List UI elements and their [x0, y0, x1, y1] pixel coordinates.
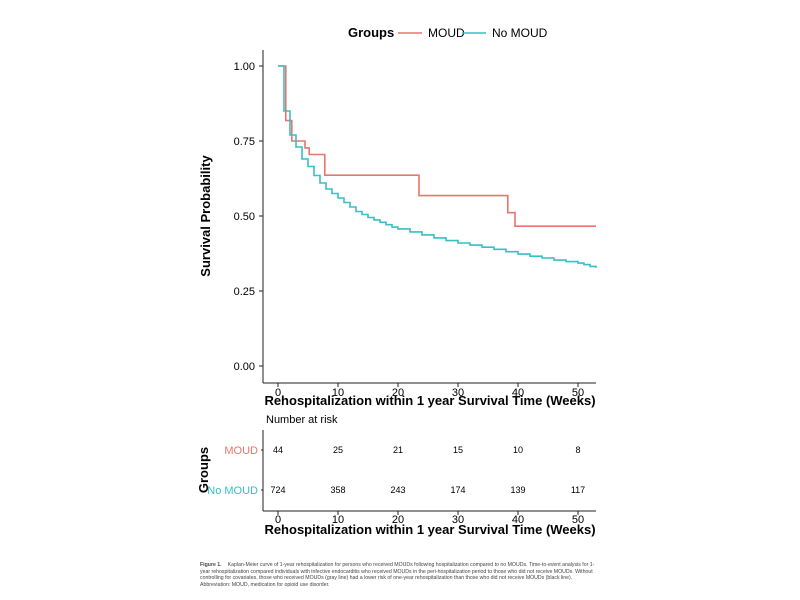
y-tick-label: 0.25 — [234, 286, 255, 298]
risk-x-tick-label: 20 — [392, 514, 404, 526]
y-tick-label: 0.00 — [234, 361, 255, 373]
x-ticks: 0 10 20 30 40 50 — [275, 383, 584, 399]
risk-table: Number at risk Groups MOUD 44 25 21 15 10 8 No … — [196, 414, 596, 537]
x-tick-label: 10 — [332, 387, 344, 399]
risk-y-axis-title: Groups — [196, 447, 211, 493]
risk-row-label-moud: MOUD — [224, 445, 258, 457]
y-ticks: 0.00 0.25 0.50 0.75 1.00 — [234, 61, 263, 373]
risk-count: 243 — [390, 485, 405, 495]
y-tick-label: 0.50 — [234, 211, 255, 223]
risk-x-tick-label: 30 — [452, 514, 464, 526]
y-tick-label: 1.00 — [234, 61, 255, 73]
risk-count: 8 — [575, 445, 580, 455]
x-tick-label: 30 — [452, 387, 464, 399]
risk-row-label-no-moud: No MOUD — [207, 485, 258, 497]
main-plot: 0.00 0.25 0.50 0.75 1.00 0 10 20 30 40 50 Surviva… — [198, 50, 597, 408]
x-tick-label: 50 — [572, 387, 584, 399]
risk-x-tick-label: 0 — [275, 514, 281, 526]
x-axis-title: Rehospitalization within 1 year Survival… — [264, 393, 595, 408]
series-line-moud — [278, 65, 596, 227]
figure-caption: Figure 1. Kaplan-Meier curve of 1-year re… — [200, 562, 600, 588]
legend: Groups MOUD No MOUD — [348, 25, 548, 40]
risk-x-ticks: 0 10 20 30 40 50 — [275, 511, 584, 526]
series-layer — [278, 65, 597, 268]
risk-rows: MOUD 44 25 21 15 10 8 No MOUD 724 358 243 174 139 117 — [207, 445, 585, 497]
risk-count: 724 — [270, 485, 285, 495]
y-tick-label: 0.75 — [234, 136, 255, 148]
x-tick-label: 40 — [512, 387, 524, 399]
risk-x-tick-label: 10 — [332, 514, 344, 526]
caption-label: Figure 1. — [200, 562, 222, 568]
caption-text: Kaplan-Meier curve of 1-year rehospitali… — [200, 562, 595, 588]
risk-count: 358 — [330, 485, 345, 495]
risk-x-tick-label: 40 — [512, 514, 524, 526]
risk-count: 174 — [450, 485, 465, 495]
legend-label-moud: MOUD — [428, 26, 465, 40]
risk-count: 25 — [333, 445, 343, 455]
risk-count: 15 — [453, 445, 463, 455]
risk-count: 139 — [510, 485, 525, 495]
legend-label-no-moud: No MOUD — [492, 26, 548, 40]
risk-count: 117 — [571, 485, 585, 495]
risk-x-axis-title: Rehospitalization within 1 year Survival… — [264, 522, 595, 537]
legend-title: Groups — [348, 25, 394, 40]
risk-count: 44 — [273, 445, 283, 455]
risk-x-tick-label: 50 — [572, 514, 584, 526]
series-line-no-moud — [278, 65, 597, 268]
risk-count: 21 — [393, 445, 403, 455]
risk-count: 10 — [513, 445, 523, 455]
x-tick-label: 20 — [392, 387, 404, 399]
y-axis-title: Survival Probability — [198, 155, 213, 277]
x-tick-label: 0 — [275, 387, 281, 399]
risk-table-title: Number at risk — [266, 414, 338, 426]
